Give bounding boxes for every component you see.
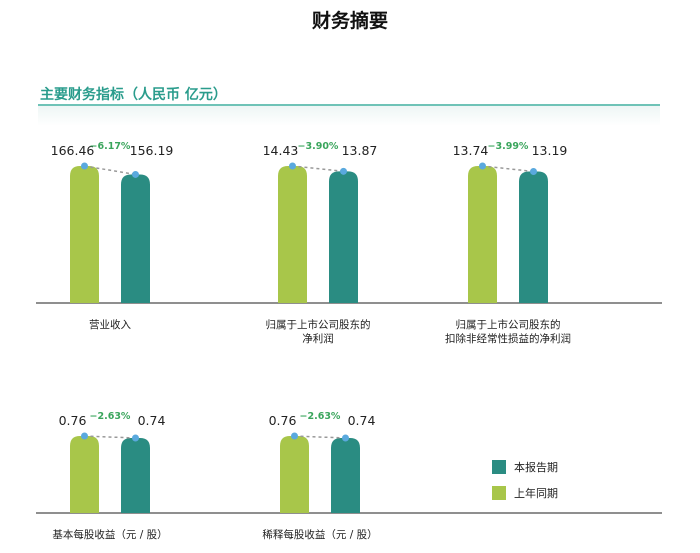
- bar-prior-period: [70, 436, 99, 513]
- bar-prior-period: [278, 166, 307, 303]
- category-label: 扣除非经常性损益的净利润: [445, 332, 571, 345]
- value-label-prior: 13.74: [453, 143, 489, 158]
- change-percent-label: −6.17%: [90, 141, 131, 152]
- category-label: 营业收入: [89, 318, 131, 331]
- change-connector-line: [292, 165, 344, 173]
- bar-current-period: [329, 171, 358, 303]
- value-label-current: 0.74: [138, 413, 166, 428]
- value-label-prior: 0.76: [59, 413, 87, 428]
- change-connector-line: [294, 435, 346, 439]
- point-prior-period: [479, 162, 486, 170]
- category-label: 净利润: [302, 332, 334, 345]
- legend-swatch-prior: [492, 486, 506, 500]
- change-connector-line: [84, 165, 136, 176]
- legend-item-prior: 上年同期: [492, 485, 558, 501]
- bar-current-period: [331, 438, 360, 513]
- point-prior-period: [289, 162, 296, 170]
- section-divider: [38, 104, 660, 106]
- legend-label-current: 本报告期: [514, 461, 558, 474]
- category-label: 稀释每股收益（元 / 股）: [262, 528, 377, 541]
- bar-prior-period: [70, 166, 99, 303]
- value-label-current: 156.19: [130, 143, 174, 158]
- point-current-period: [342, 434, 349, 442]
- category-label: 基本每股收益（元 / 股）: [52, 528, 167, 541]
- change-percent-label: −3.99%: [488, 141, 529, 152]
- point-current-period: [340, 167, 347, 175]
- value-label-prior: 166.46: [51, 143, 95, 158]
- point-prior-period: [81, 432, 88, 440]
- point-prior-period: [291, 432, 298, 440]
- change-percent-label: −3.90%: [298, 141, 339, 152]
- category-label: 归属于上市公司股东的: [266, 318, 371, 331]
- value-label-current: 0.74: [348, 413, 376, 428]
- legend-swatch-current: [492, 460, 506, 474]
- bar-current-period: [519, 171, 548, 303]
- point-current-period: [530, 167, 537, 175]
- point-prior-period: [81, 162, 88, 170]
- section-header-shade: [38, 106, 660, 126]
- change-percent-label: −2.63%: [300, 411, 341, 422]
- value-label-current: 13.87: [342, 143, 378, 158]
- point-current-period: [132, 434, 139, 442]
- value-label-prior: 14.43: [263, 143, 299, 158]
- change-connector-line: [482, 165, 534, 173]
- bar-prior-period: [468, 166, 497, 303]
- value-label-current: 13.19: [532, 143, 568, 158]
- point-current-period: [132, 170, 139, 178]
- bar-prior-period: [280, 436, 309, 513]
- bar-current-period: [121, 438, 150, 513]
- value-label-prior: 0.76: [269, 413, 297, 428]
- change-connector-line: [84, 435, 136, 439]
- page-title: 财务摘要: [311, 10, 388, 32]
- legend-item-current: 本报告期: [492, 459, 558, 475]
- change-percent-label: −2.63%: [90, 411, 131, 422]
- bar-current-period: [121, 174, 150, 303]
- legend-label-prior: 上年同期: [514, 487, 558, 500]
- section-title: 主要财务指标（人民币 亿元）: [40, 87, 227, 103]
- category-label: 归属于上市公司股东的: [456, 318, 561, 331]
- legend: 本报告期 上年同期: [492, 459, 558, 511]
